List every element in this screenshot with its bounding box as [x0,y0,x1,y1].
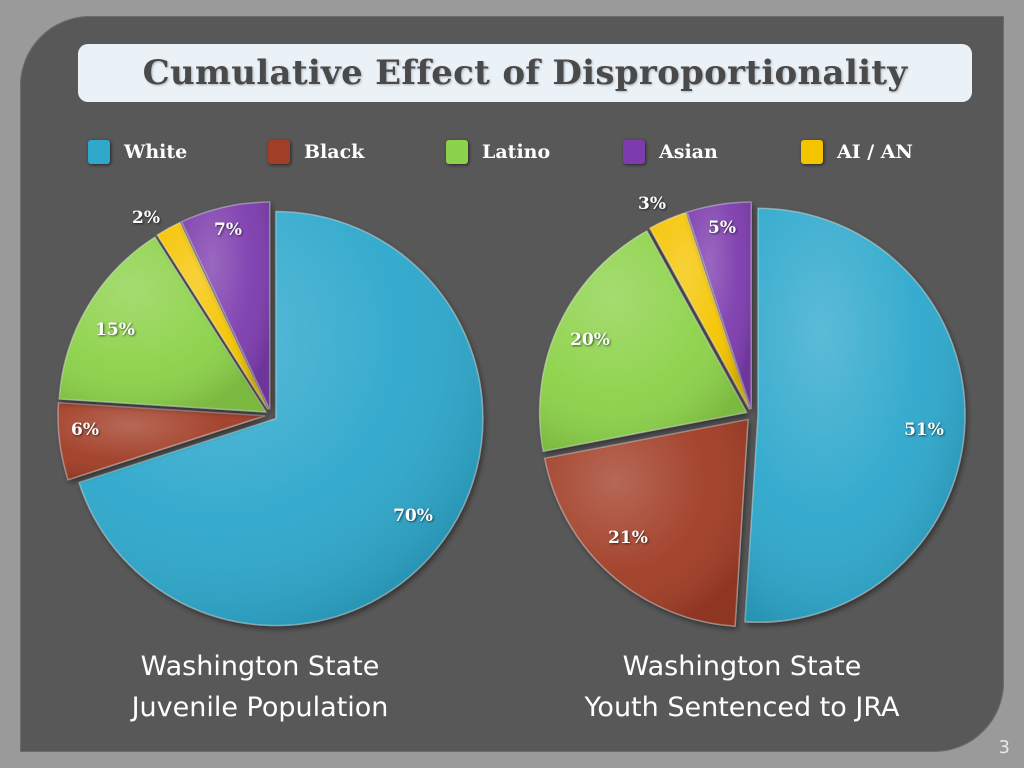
legend-item-black: Black [268,137,364,167]
caption-right: Washington State Youth Sentenced to JRA [532,646,952,728]
caption-left-line2: Juvenile Population [131,692,389,723]
caption-right-line2: Youth Sentenced to JRA [584,692,900,723]
legend-item-latino: Latino [446,137,550,167]
title-bar: Cumulative Effect of Disproportionality [78,44,972,102]
caption-left-line1: Washington State [140,651,380,682]
pie-slice-gloss-latino [59,237,266,412]
data-label-latino: 20% [570,330,610,350]
pie-slice-gloss-ai-an [649,212,750,410]
legend-swatch-asian [623,140,645,164]
legend-item-asian: Asian [623,137,718,167]
data-label-black: 6% [71,420,99,440]
legend-label-ai-an: AI / AN [837,141,913,163]
pie-chart-youth-sentenced-jra: 51% 21% 20% 3% 5% [538,194,966,627]
pie-slice-gloss-latino [539,231,747,452]
data-label-white: 51% [904,420,944,440]
data-label-ai-an: 3% [638,194,666,214]
legend-label-latino: Latino [482,141,551,163]
legend-swatch-black [268,140,290,164]
data-label-asian: 5% [708,218,736,238]
caption-right-line1: Washington State [622,651,862,682]
pie-slice-gloss-asian [181,202,270,410]
slide-title: Cumulative Effect of Disproportionality [142,53,908,93]
data-label-asian: 7% [214,220,242,240]
pie-slice-gloss-black [58,402,266,480]
pie-slice-gloss-ai-an [157,222,269,410]
pie-slice-gloss-white [78,211,483,626]
data-label-ai-an: 2% [132,208,160,228]
legend-swatch-ai-an [801,140,823,164]
data-label-latino: 15% [95,320,135,340]
legend-item-white: White [88,137,187,167]
caption-left: Washington State Juvenile Population [50,646,470,728]
legend-label-asian: Asian [659,141,718,163]
pie-slice-gloss-asian [687,202,752,410]
pie-chart-juvenile-population: 70% 6% 15% 2% 7% [57,201,484,627]
legend-swatch-latino [446,140,468,164]
data-label-white: 70% [393,506,433,526]
legend-label-black: Black [304,141,365,163]
legend-label-white: White [124,141,188,163]
legend-swatch-white [88,140,110,164]
pie-slice-gloss-black [544,419,749,627]
page-number: 3 [998,737,1010,758]
legend-item-ai-an: AI / AN [801,137,913,167]
data-label-black: 21% [608,528,648,548]
pie-slice-gloss-white [744,208,965,623]
